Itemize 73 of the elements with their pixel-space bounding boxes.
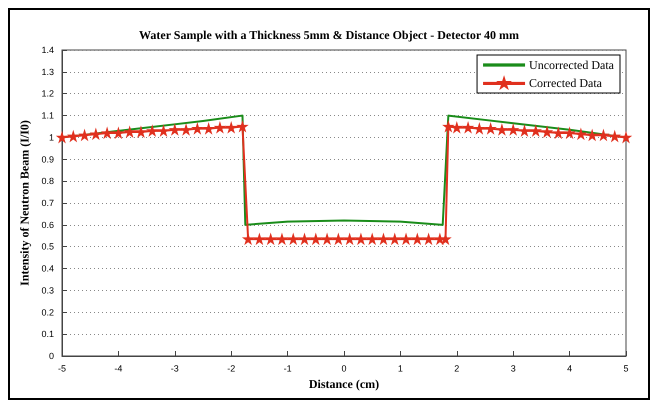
y-tick-label: 0.3 xyxy=(41,285,54,296)
point xyxy=(91,129,101,139)
point xyxy=(215,122,225,132)
point xyxy=(254,234,264,244)
point xyxy=(311,234,321,244)
point xyxy=(598,130,608,140)
x-tick-label: 3 xyxy=(510,364,516,374)
point xyxy=(463,122,473,132)
point xyxy=(204,124,214,134)
point xyxy=(192,124,202,134)
point xyxy=(367,234,377,244)
x-axis-title: Distance (cm) xyxy=(308,376,380,391)
point xyxy=(390,234,400,244)
y-tick-label: 0.8 xyxy=(41,176,54,186)
x-tick-label: -5 xyxy=(58,364,66,374)
y-tick-label: 1.2 xyxy=(41,88,54,99)
point xyxy=(474,124,484,134)
point xyxy=(277,234,287,244)
point xyxy=(621,132,631,142)
x-tick-label: -2 xyxy=(227,364,236,374)
point xyxy=(587,130,597,140)
y-axis-title: Intensity of Neutron Beam (I/I0) xyxy=(18,120,32,286)
point xyxy=(378,234,388,244)
y-tick-label: 0.1 xyxy=(41,329,54,340)
x-tick-label: -4 xyxy=(114,364,122,374)
point xyxy=(542,127,552,137)
x-tick-label: 0 xyxy=(341,364,347,374)
chart-title: Water Sample with a Thickness 5mm & Distance Object - Detector 40 mm xyxy=(139,28,519,42)
y-tick-label: 0.4 xyxy=(41,264,54,274)
y-tick-label: 0.5 xyxy=(41,242,54,252)
point xyxy=(452,122,462,132)
legend-label: Corrected Data xyxy=(529,76,603,90)
point xyxy=(334,234,344,244)
point xyxy=(124,127,134,137)
point xyxy=(444,122,454,132)
point xyxy=(238,122,248,132)
point xyxy=(288,234,298,244)
point xyxy=(300,234,310,244)
x-tick-label: 4 xyxy=(567,364,572,374)
point xyxy=(344,234,354,244)
point xyxy=(554,128,564,138)
point xyxy=(401,234,411,244)
point xyxy=(243,234,253,244)
y-tick-label: 0 xyxy=(48,351,54,361)
point xyxy=(226,122,236,132)
y-tick-label: 1.3 xyxy=(41,66,54,77)
x-tick-label: -3 xyxy=(170,364,179,374)
y-tick-label: 0.2 xyxy=(41,307,54,318)
point xyxy=(57,132,67,142)
point xyxy=(266,234,276,244)
point xyxy=(322,234,332,244)
y-tick-label: 1 xyxy=(48,132,54,142)
point xyxy=(576,129,586,139)
x-tick-label: 5 xyxy=(623,364,629,374)
point xyxy=(486,124,496,134)
point xyxy=(136,127,146,137)
x-tick-label: 1 xyxy=(398,364,403,374)
y-tick-label: 0.9 xyxy=(41,154,54,164)
legend-label: Uncorrected Data xyxy=(529,58,615,72)
y-tick-label: 0.7 xyxy=(41,198,54,208)
point xyxy=(356,234,366,244)
x-tick-label: 2 xyxy=(454,364,460,374)
point xyxy=(114,128,124,138)
point xyxy=(424,234,434,244)
point xyxy=(564,128,574,138)
y-tick-label: 1.4 xyxy=(41,45,54,55)
point xyxy=(440,234,450,244)
point xyxy=(102,128,112,138)
x-tick-label: -1 xyxy=(284,364,292,374)
point xyxy=(412,234,422,244)
point xyxy=(80,130,90,140)
y-tick-label: 1.1 xyxy=(41,110,54,121)
y-tick-label: 0.6 xyxy=(41,220,54,230)
